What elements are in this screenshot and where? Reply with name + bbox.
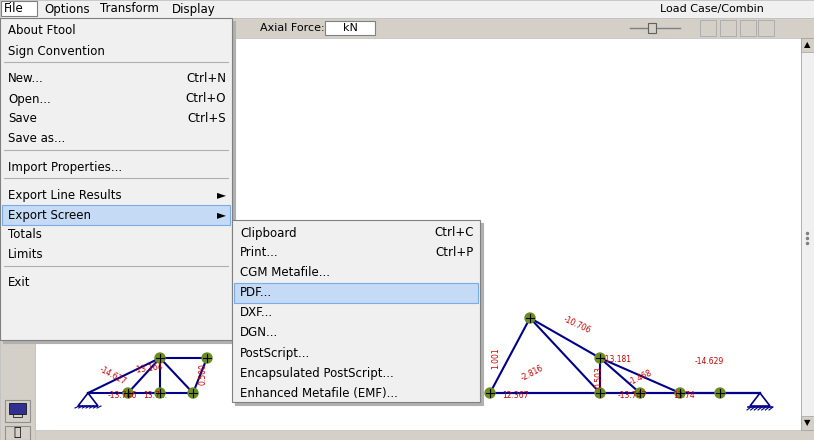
Bar — [0, 0, 814, 18]
Text: 13.7...: 13.7... — [143, 390, 167, 400]
Text: -13.746: -13.746 — [108, 390, 138, 400]
Text: Import Properties...: Import Properties... — [8, 161, 122, 173]
Bar — [162, 20, 182, 36]
Bar — [5, 400, 30, 422]
Text: -13.164: -13.164 — [134, 362, 164, 374]
Bar — [13, 414, 22, 417]
Text: PostScript...: PostScript... — [240, 346, 310, 359]
Bar — [9, 403, 26, 414]
Circle shape — [123, 388, 133, 398]
Text: -13.747: -13.747 — [618, 390, 647, 400]
Text: ▲: ▲ — [803, 40, 810, 49]
Text: Encapsulated PostScript...: Encapsulated PostScript... — [240, 367, 394, 379]
Text: 13.74: 13.74 — [673, 390, 695, 400]
Bar — [758, 20, 774, 36]
Bar — [740, 20, 756, 36]
Text: kN: kN — [343, 23, 357, 33]
Text: Export Line Results: Export Line Results — [8, 188, 121, 202]
Bar — [1, 1, 37, 16]
Circle shape — [525, 313, 535, 323]
Text: Display: Display — [172, 3, 216, 15]
Text: Load Case/Combin: Load Case/Combin — [660, 4, 764, 14]
Text: Sign Convention: Sign Convention — [8, 44, 105, 58]
Text: Ctrl+S: Ctrl+S — [187, 113, 226, 125]
Text: Export Screen: Export Screen — [8, 209, 91, 221]
Text: Save: Save — [8, 113, 37, 125]
Text: Ctrl+O: Ctrl+O — [186, 92, 226, 106]
Text: CGM Metafile...: CGM Metafile... — [240, 267, 330, 279]
Bar — [325, 21, 375, 35]
Circle shape — [155, 353, 165, 363]
Text: Print...: Print... — [240, 246, 278, 260]
Bar — [142, 20, 158, 36]
Bar — [232, 220, 480, 402]
Bar — [801, 38, 814, 430]
Circle shape — [635, 388, 645, 398]
Text: PDF...: PDF... — [240, 286, 272, 300]
Text: -1.468: -1.468 — [628, 369, 654, 387]
Text: ►: ► — [217, 188, 226, 202]
Bar — [801, 38, 814, 52]
Text: Transform: Transform — [100, 3, 159, 15]
Bar — [118, 20, 134, 36]
Text: ▼: ▼ — [803, 418, 810, 428]
Text: 1.001: 1.001 — [491, 347, 500, 369]
Bar — [2, 205, 230, 225]
Text: -14.627: -14.627 — [98, 365, 128, 387]
Text: Axial Force:: Axial Force: — [260, 23, 325, 33]
Text: Enhanced Metafile (EMF)...: Enhanced Metafile (EMF)... — [240, 386, 398, 400]
Circle shape — [485, 388, 495, 398]
Bar — [0, 18, 814, 38]
Text: 0.503: 0.503 — [595, 366, 604, 388]
Circle shape — [715, 388, 725, 398]
Circle shape — [202, 353, 212, 363]
Bar — [100, 20, 116, 36]
Text: Ctrl+N: Ctrl+N — [186, 73, 226, 85]
Text: Ctrl+P: Ctrl+P — [435, 246, 474, 260]
Circle shape — [595, 388, 605, 398]
Text: Exit: Exit — [8, 276, 30, 290]
Bar — [234, 283, 478, 303]
Bar — [3, 21, 235, 343]
Bar — [0, 18, 232, 340]
Text: Save as...: Save as... — [8, 132, 65, 146]
Bar — [5, 426, 30, 440]
Text: Ctrl+C: Ctrl+C — [435, 227, 474, 239]
Text: -13.181: -13.181 — [603, 356, 632, 364]
Bar — [35, 38, 801, 430]
Text: -2.816: -2.816 — [519, 363, 545, 383]
Text: DGN...: DGN... — [240, 326, 278, 340]
Bar — [235, 223, 483, 405]
Circle shape — [675, 388, 685, 398]
Text: Open...: Open... — [8, 92, 50, 106]
Bar — [700, 20, 716, 36]
Text: ►: ► — [217, 209, 226, 221]
Text: 🌐: 🌐 — [13, 426, 20, 440]
Circle shape — [155, 388, 165, 398]
Text: Limits: Limits — [8, 249, 44, 261]
Text: 0.500: 0.500 — [198, 363, 207, 385]
Bar — [720, 20, 736, 36]
Bar — [58, 20, 74, 36]
Text: File: File — [4, 3, 24, 15]
Text: -10.706: -10.706 — [562, 315, 593, 335]
Text: New...: New... — [8, 73, 44, 85]
Bar — [648, 23, 656, 33]
Bar — [76, 20, 92, 36]
Text: -14.629: -14.629 — [695, 357, 724, 367]
Text: DXF...: DXF... — [240, 307, 274, 319]
Circle shape — [188, 388, 198, 398]
Text: Totals: Totals — [8, 228, 42, 242]
Bar — [0, 38, 35, 440]
Circle shape — [595, 353, 605, 363]
Bar — [40, 20, 56, 36]
Text: Clipboard: Clipboard — [240, 227, 296, 239]
Bar — [801, 416, 814, 430]
Text: Options: Options — [44, 3, 90, 15]
Text: About Ftool: About Ftool — [8, 25, 76, 37]
Text: 12.367: 12.367 — [502, 390, 528, 400]
